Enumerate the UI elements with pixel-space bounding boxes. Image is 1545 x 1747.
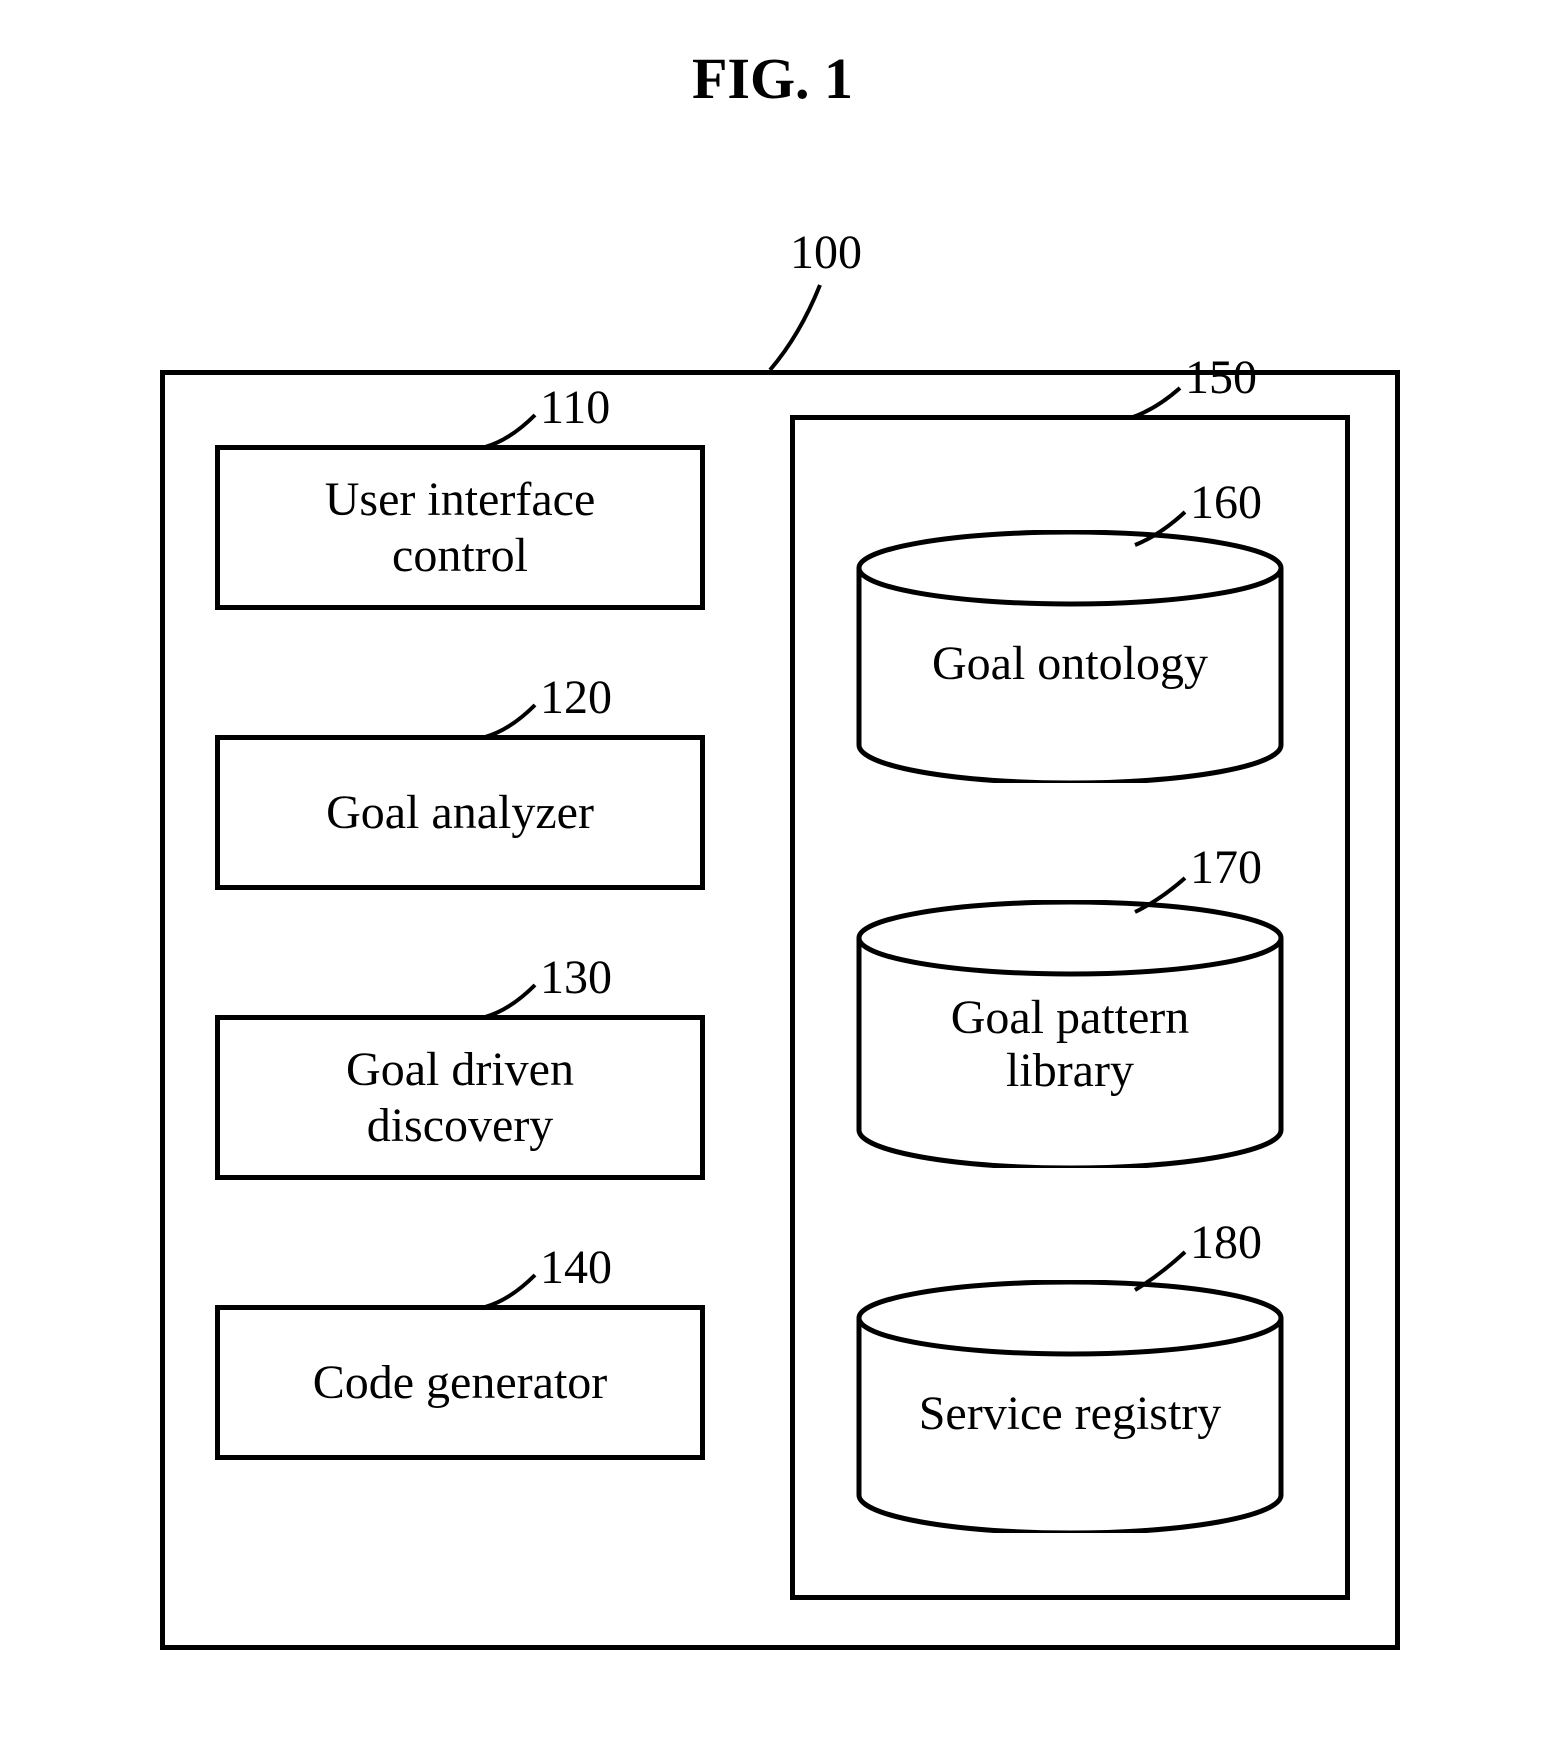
component-goal-driven-discovery: Goal drivendiscovery <box>215 1015 705 1180</box>
ref-110: 110 <box>540 380 610 435</box>
ref-160: 160 <box>1190 475 1262 530</box>
ref-170: 170 <box>1190 840 1262 895</box>
ref-150: 150 <box>1185 350 1257 405</box>
component-label: Goal drivendiscovery <box>346 1042 574 1152</box>
leader-100 <box>770 285 820 370</box>
ref-140: 140 <box>540 1240 612 1295</box>
component-label: Code generator <box>313 1355 608 1410</box>
cylinder-label: Goal ontology <box>855 638 1285 691</box>
component-label: Goal analyzer <box>326 785 594 840</box>
cylinder-goal-pattern-library: Goal patternlibrary <box>855 900 1285 1130</box>
cylinder-service-registry: Service registry <box>855 1280 1285 1495</box>
ref-130: 130 <box>540 950 612 1005</box>
component-code-generator: Code generator <box>215 1305 705 1460</box>
component-goal-analyzer: Goal analyzer <box>215 735 705 890</box>
cylinder-label: Service registry <box>855 1388 1285 1441</box>
ref-180: 180 <box>1190 1215 1262 1270</box>
ref-120: 120 <box>540 670 612 725</box>
cylinder-goal-ontology: Goal ontology <box>855 530 1285 745</box>
component-user-interface-control: User interfacecontrol <box>215 445 705 610</box>
ref-100: 100 <box>790 225 862 280</box>
figure-title: FIG. 1 <box>0 45 1545 112</box>
component-label: User interfacecontrol <box>325 472 596 582</box>
cylinder-label: Goal patternlibrary <box>855 992 1285 1098</box>
